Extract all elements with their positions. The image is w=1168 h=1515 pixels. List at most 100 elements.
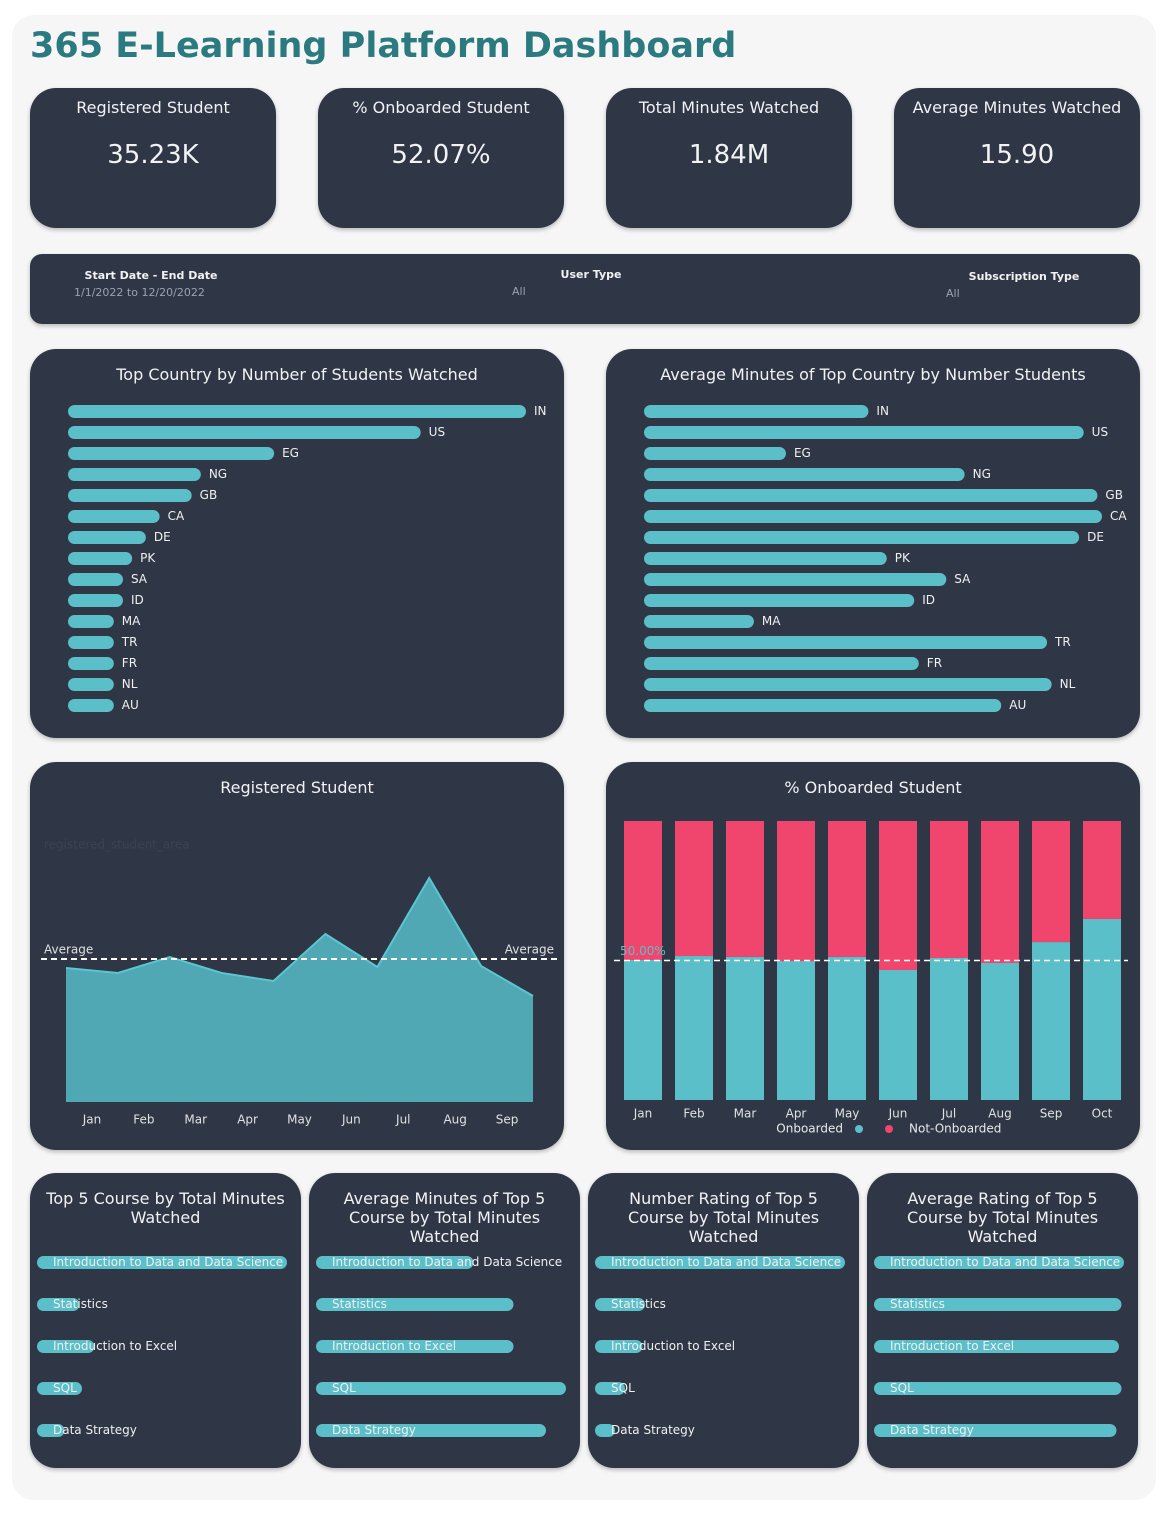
x-tick-label: Jul [941,1107,956,1121]
watermark: registered_student_area [44,838,190,852]
x-tick-label: Jun [341,1113,361,1127]
bar [68,657,114,670]
x-tick-label: May [287,1113,312,1127]
x-tick-label: Aug [443,1113,466,1127]
x-tick-label: Apr [786,1107,807,1121]
dashboard-title: 365 E-Learning Platform Dashboard [30,26,737,66]
bar-segment [879,969,917,1100]
bar [644,573,947,586]
bar-label: NG [973,467,991,481]
bar [644,405,869,418]
bar-label: IN [876,404,889,418]
kpi-card: Total Minutes Watched 1.84M [606,88,852,228]
x-tick-label: Oct [1092,1107,1113,1121]
kpi-label: % Onboarded Student [352,98,530,117]
bar-label: CA [168,509,185,523]
bar-segment [777,961,815,1100]
reference-label: 50.00% [620,944,666,958]
bar-segment [828,821,866,957]
bar [595,1424,615,1437]
chart-title: % Onboarded Student [784,778,962,797]
x-tick-label: Feb [683,1107,704,1121]
kpi-value: 1.84M [688,140,770,170]
average-label: Average [505,943,554,957]
bar [37,1298,80,1311]
bar-label: DE [154,530,171,544]
bar [644,510,1102,523]
kpi-value: 35.23K [107,140,199,170]
bar [644,426,1084,439]
bar [37,1424,65,1437]
bar-label: SQL [53,1381,77,1395]
bar-label: Data Strategy [890,1423,974,1437]
bar-label: TR [1054,635,1071,649]
bar-label: Data Strategy [332,1423,416,1437]
bar [644,636,1048,649]
bar-label: NL [122,677,138,691]
bar [316,1424,546,1437]
filter-value: All [946,287,960,300]
filter-label: Start Date - End Date [84,269,218,282]
x-tick-label: May [835,1107,860,1121]
bar-label: SA [954,572,971,586]
bar [68,447,275,460]
bar-label: Data Strategy [53,1423,137,1437]
bar-label: NG [209,467,227,481]
bar [644,699,1002,712]
bar [595,1382,625,1395]
bar-label: Introduction to Excel [890,1339,1014,1353]
chart-title: Average Minutes of Top Country by Number… [660,365,1086,384]
x-tick-label: Aug [988,1107,1011,1121]
bar-label: Introduction to Excel [611,1339,735,1353]
bar-label: US [429,425,445,439]
bar-segment [1032,821,1070,943]
chart-title: Average Rating of Top 5 Course by Total … [906,1189,1099,1246]
area-line [65,876,534,997]
bar-label: CA [1110,509,1127,523]
bar [68,699,114,712]
chart-title: Average Minutes of Top 5 Course by Total… [343,1189,546,1246]
legend-swatch [885,1125,893,1133]
legend-swatch [855,1125,863,1133]
x-tick-label: Apr [237,1113,258,1127]
bar-label: Introduction to Data and Data Science [332,1255,562,1269]
bar [644,552,887,565]
bar-label: FR [927,656,942,670]
bar-segment [930,957,968,1100]
bar [68,468,201,481]
chart-title: Top Country by Number of Students Watche… [116,365,478,384]
bar-segment [879,821,917,970]
kpi-card: Registered Student 35.23K [30,88,276,228]
average-label: Average [44,943,93,957]
x-tick-label: Sep [1040,1107,1063,1121]
kpi-label: Average Minutes Watched [912,98,1122,117]
filter-bar: Start Date - End Date 1/1/2022 to 12/20/2… [30,254,1140,324]
bar [37,1256,287,1269]
kpi-value: 52.07% [391,140,491,170]
bar-label: Statistics [332,1297,387,1311]
legend-label: Not-Onboarded [909,1122,1001,1136]
bar [316,1340,514,1353]
bar-label: ID [922,593,935,607]
bar-label: AU [122,698,139,712]
bar [644,594,915,607]
bar-label: DE [1087,530,1104,544]
bar [68,636,114,649]
bar [644,678,1052,691]
bar [68,552,133,565]
bar [644,531,1080,544]
bar-label: SA [131,572,148,586]
bar-segment [777,821,815,962]
x-tick-label: Mar [184,1113,207,1127]
legend-label: Onboarded [776,1122,843,1136]
bar [874,1256,1124,1269]
bar-segment [624,959,662,1100]
bar-segment [1083,918,1121,1100]
kpi-value: 15.90 [979,140,1055,170]
bar [68,489,192,502]
bar [874,1382,1122,1395]
bar-label: GB [1105,488,1123,502]
bar-label: AU [1009,698,1026,712]
